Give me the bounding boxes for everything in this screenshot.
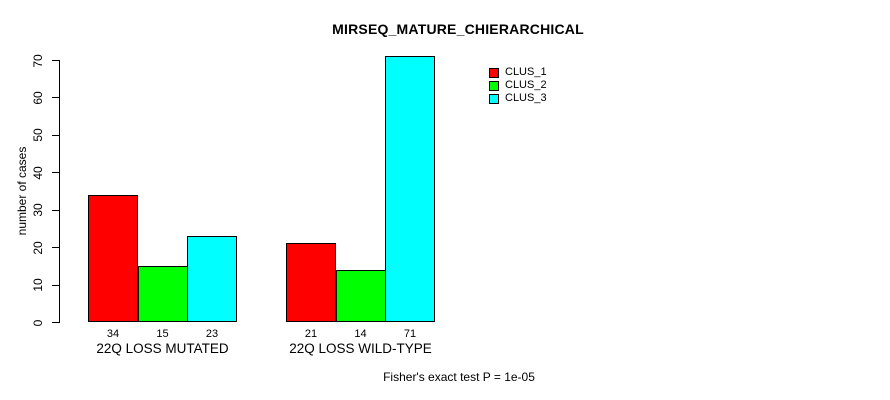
bar-clus_1-2 bbox=[286, 243, 336, 322]
legend-label: CLUS_3 bbox=[505, 92, 547, 104]
y-axis-tick-label: 30 bbox=[31, 203, 45, 217]
y-axis-label: number of cases bbox=[15, 146, 29, 236]
x-axis-category-label: 22Q LOSS WILD-TYPE bbox=[289, 341, 432, 356]
y-axis-tick-label: 60 bbox=[31, 91, 45, 105]
bar-clus_3-2 bbox=[385, 56, 435, 322]
legend-label: CLUS_1 bbox=[505, 66, 547, 78]
bar-clus_2-1 bbox=[137, 265, 188, 322]
legend: CLUS_1 CLUS_2 CLUS_3 bbox=[489, 66, 547, 105]
legend-item-clus_2: CLUS_2 bbox=[489, 79, 547, 92]
legend-swatch-clus_3 bbox=[489, 93, 499, 104]
bar-value-label: 71 bbox=[403, 328, 417, 340]
legend-swatch-clus_1 bbox=[489, 67, 499, 78]
y-axis-tick bbox=[52, 209, 59, 211]
y-axis-tick-label: 20 bbox=[31, 240, 45, 255]
bar-value-label: 21 bbox=[304, 328, 318, 340]
legend-item-clus_3: CLUS_3 bbox=[489, 92, 547, 105]
y-axis-tick-label: 70 bbox=[31, 53, 45, 68]
bar-value-label: 14 bbox=[354, 328, 367, 340]
legend-label: CLUS_2 bbox=[505, 79, 547, 91]
y-axis-tick bbox=[52, 134, 59, 136]
x-axis-category-label: 22Q LOSS MUTATED bbox=[96, 341, 229, 356]
bar-clus_1-1 bbox=[88, 194, 138, 322]
y-axis-tick bbox=[52, 322, 59, 323]
y-axis-tick-label: 0 bbox=[31, 319, 45, 326]
bar-clus_3-1 bbox=[187, 235, 237, 322]
y-axis-tick bbox=[52, 172, 59, 174]
y-axis-tick-label: 40 bbox=[31, 166, 45, 180]
bar-clus_2-2 bbox=[335, 269, 386, 322]
y-axis-tick bbox=[52, 247, 59, 249]
y-axis-line bbox=[59, 60, 60, 323]
y-axis-tick-label: 50 bbox=[31, 128, 45, 143]
annotation-text: Fisher's exact test P = 1e-05 bbox=[383, 370, 535, 384]
y-axis-tick bbox=[52, 284, 59, 286]
bar-value-label: 23 bbox=[205, 328, 219, 340]
y-axis-tick bbox=[52, 97, 59, 99]
bar-value-label: 15 bbox=[156, 328, 169, 340]
y-axis-tick-label: 10 bbox=[31, 278, 45, 292]
legend-swatch-clus_2 bbox=[489, 80, 499, 91]
chart-title: MIRSEQ_MATURE_CHIERARCHICAL bbox=[332, 21, 584, 37]
bar-value-label: 34 bbox=[106, 328, 120, 340]
legend-item-clus_1: CLUS_1 bbox=[489, 66, 547, 79]
y-axis-tick bbox=[52, 60, 59, 61]
